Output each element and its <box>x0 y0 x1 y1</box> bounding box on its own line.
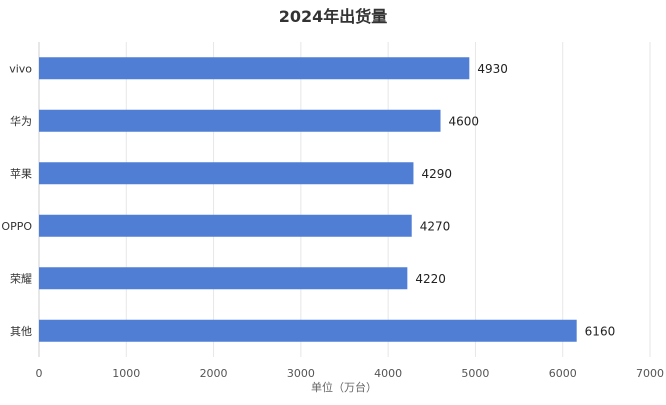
category-label: 荣耀 <box>10 272 32 285</box>
chart-title: 2024年出货量 <box>279 7 388 26</box>
x-tick-label: 1000 <box>112 367 140 380</box>
bars <box>39 57 577 342</box>
data-label: 4930 <box>477 62 508 76</box>
x-axis-title: 单位（万台） <box>311 380 377 394</box>
x-tick-label: 6000 <box>549 367 577 380</box>
category-label: OPPO <box>1 220 32 233</box>
category-label: 其他 <box>10 325 32 338</box>
category-label: vivo <box>9 62 32 75</box>
bar <box>39 214 412 237</box>
data-label: 6160 <box>585 324 616 338</box>
data-label: 4270 <box>420 219 451 233</box>
x-tick-label: 3000 <box>287 367 315 380</box>
category-label: 华为 <box>10 114 32 128</box>
bar <box>39 109 441 132</box>
category-label: 苹果 <box>10 166 32 180</box>
data-label: 4220 <box>415 272 446 286</box>
x-tick-label: 5000 <box>461 367 489 380</box>
x-tick-label: 0 <box>36 367 43 380</box>
bar <box>39 319 577 342</box>
grid-lines <box>38 42 651 357</box>
data-label: 4600 <box>449 114 480 128</box>
x-tick-label: 4000 <box>374 367 402 380</box>
data-labels: 4930 4600 4290 4270 4220 6160 <box>415 62 615 339</box>
bar <box>39 162 414 185</box>
bar <box>39 57 470 80</box>
x-tick-label: 2000 <box>200 367 228 380</box>
x-tick-label: 7000 <box>636 367 664 380</box>
x-tick-labels: 0 1000 2000 3000 4000 5000 6000 7000 <box>36 367 665 380</box>
bar <box>39 267 408 290</box>
data-label: 4290 <box>421 167 452 181</box>
